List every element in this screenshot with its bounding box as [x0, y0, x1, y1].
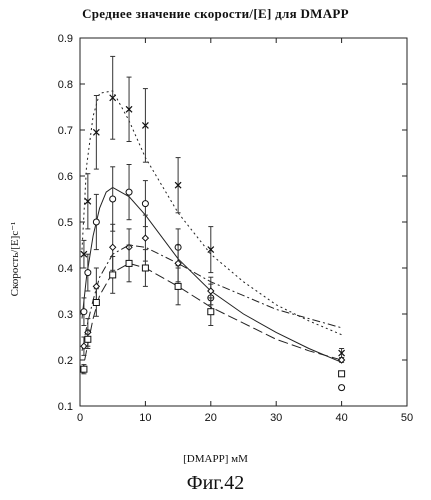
y-tick-label: 0.1	[58, 401, 73, 413]
x-axis-label: [DMAPP] мМ	[0, 453, 431, 465]
data-point-diamond	[110, 244, 116, 250]
data-point-square	[126, 260, 132, 266]
data-point-circle	[110, 196, 116, 202]
x-tick-label: 50	[401, 412, 413, 424]
data-point-square	[175, 283, 181, 289]
y-tick-label: 0.5	[58, 217, 73, 229]
data-point-circle	[126, 189, 132, 195]
y-tick-label: 0.3	[58, 309, 73, 321]
x-tick-label: 40	[335, 412, 347, 424]
data-point-square	[339, 371, 345, 377]
y-tick-label: 0.4	[58, 263, 73, 275]
y-tick-label: 0.2	[58, 355, 73, 367]
x-tick-label: 30	[270, 412, 282, 424]
data-point-circle	[85, 270, 91, 276]
figure-caption: Фиг.42	[0, 472, 431, 495]
data-point-square	[85, 336, 91, 342]
x-tick-label: 10	[139, 412, 151, 424]
fit-curve-o	[82, 188, 342, 363]
data-point-square	[93, 300, 99, 306]
x-tick-label: 0	[77, 412, 83, 424]
y-axis-label: Скорость/[E]с⁻¹	[8, 214, 21, 304]
data-point-square	[81, 366, 87, 372]
x-tick-label: 20	[205, 412, 217, 424]
fit-curve-square	[82, 263, 342, 373]
data-point-square	[110, 272, 116, 278]
data-point-square	[208, 309, 214, 315]
data-point-circle	[339, 385, 345, 391]
y-tick-label: 0.8	[58, 79, 73, 91]
data-point-diamond	[142, 235, 148, 241]
data-point-circle	[81, 309, 87, 315]
data-point-square	[142, 265, 148, 271]
fit-curves	[82, 91, 342, 374]
data-points	[81, 56, 345, 390]
y-tick-label: 0.7	[58, 125, 73, 137]
y-tick-label: 0.9	[58, 33, 73, 45]
data-point-circle	[93, 219, 99, 225]
y-tick-label: 0.6	[58, 171, 73, 183]
axis-ticks: 0 10 20 30 40 50 0.1 0.2 0.3 0.4 0.5 0.6 0.7 0.8 0.9	[58, 33, 413, 424]
data-point-circle	[142, 201, 148, 207]
